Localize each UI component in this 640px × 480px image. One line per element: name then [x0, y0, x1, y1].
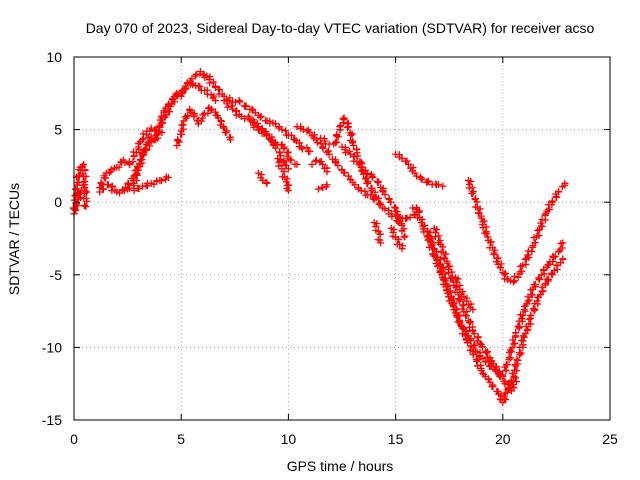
- x-tick-label: 5: [177, 431, 185, 447]
- series-arc-4: [96, 79, 220, 197]
- series-arc-7: [173, 104, 235, 150]
- series-arc-13: [293, 123, 378, 203]
- y-tick-label: 0: [54, 194, 62, 210]
- series-arc-15: [308, 156, 331, 176]
- plus-markers: [430, 224, 520, 395]
- series-arc-17: [314, 181, 331, 193]
- series-arc-2: [71, 184, 89, 213]
- series-arc-24: [452, 274, 477, 314]
- y-tick-label: -5: [50, 267, 63, 283]
- plus-markers: [392, 150, 447, 190]
- x-tick-label: 0: [70, 431, 78, 447]
- plus-markers: [96, 79, 220, 197]
- plus-markers: [274, 155, 293, 195]
- plus-markers: [130, 173, 172, 195]
- plus-markers: [464, 176, 569, 286]
- series-arc-8: [203, 72, 314, 156]
- plus-markers: [254, 169, 271, 187]
- x-axis-label: GPS time / hours: [287, 458, 394, 474]
- x-tick-label: 10: [281, 431, 297, 447]
- plus-markers: [173, 104, 235, 150]
- plus-markers: [220, 97, 292, 173]
- y-tick-label: -10: [42, 339, 62, 355]
- grid-lines: [74, 57, 610, 420]
- plus-markers: [308, 156, 331, 176]
- series-arc-5: [121, 128, 166, 192]
- x-tick-label: 15: [388, 431, 404, 447]
- plus-markers: [71, 184, 89, 213]
- series-arc-14: [317, 114, 423, 226]
- series-arc-23: [430, 224, 520, 395]
- plus-markers: [293, 123, 378, 203]
- plus-markers: [314, 181, 331, 193]
- x-tick-label: 20: [495, 431, 511, 447]
- plus-markers: [338, 143, 409, 241]
- series-arc-18: [370, 219, 385, 247]
- plus-markers: [246, 115, 301, 168]
- plus-markers: [203, 72, 314, 156]
- y-tick-label: 5: [54, 122, 62, 138]
- plus-markers: [317, 114, 423, 226]
- series-arc-9: [220, 97, 292, 173]
- plus-markers: [370, 219, 385, 247]
- series-arc-6: [130, 173, 172, 195]
- series-arc-10: [246, 115, 301, 168]
- y-tick-label: 10: [46, 49, 62, 65]
- plot-frame: [73, 56, 611, 421]
- series-arc-25: [464, 176, 569, 286]
- y-axis-label: SDTVAR / TECUs: [6, 183, 22, 295]
- series-arc-20: [392, 150, 447, 190]
- series-arc-16: [338, 143, 409, 241]
- data-points: [69, 68, 569, 407]
- x-tick-label: 25: [602, 431, 618, 447]
- series-arc-11: [254, 169, 271, 187]
- tick-labels: 0 5 10 15 20 25 -15 -10 -5 0 5 10: [42, 49, 618, 447]
- chart-title: Day 070 of 2023, Sidereal Day-to-day VTE…: [86, 20, 595, 36]
- y-tick-label: -15: [42, 412, 62, 428]
- plus-markers: [121, 128, 166, 192]
- series-arc-12: [274, 155, 293, 195]
- plus-markers: [387, 224, 407, 253]
- series-arc-19: [387, 224, 407, 253]
- axis-ticks: [73, 56, 611, 421]
- series-arc-22: [424, 227, 567, 407]
- plus-markers: [452, 274, 477, 314]
- plus-markers: [424, 227, 567, 407]
